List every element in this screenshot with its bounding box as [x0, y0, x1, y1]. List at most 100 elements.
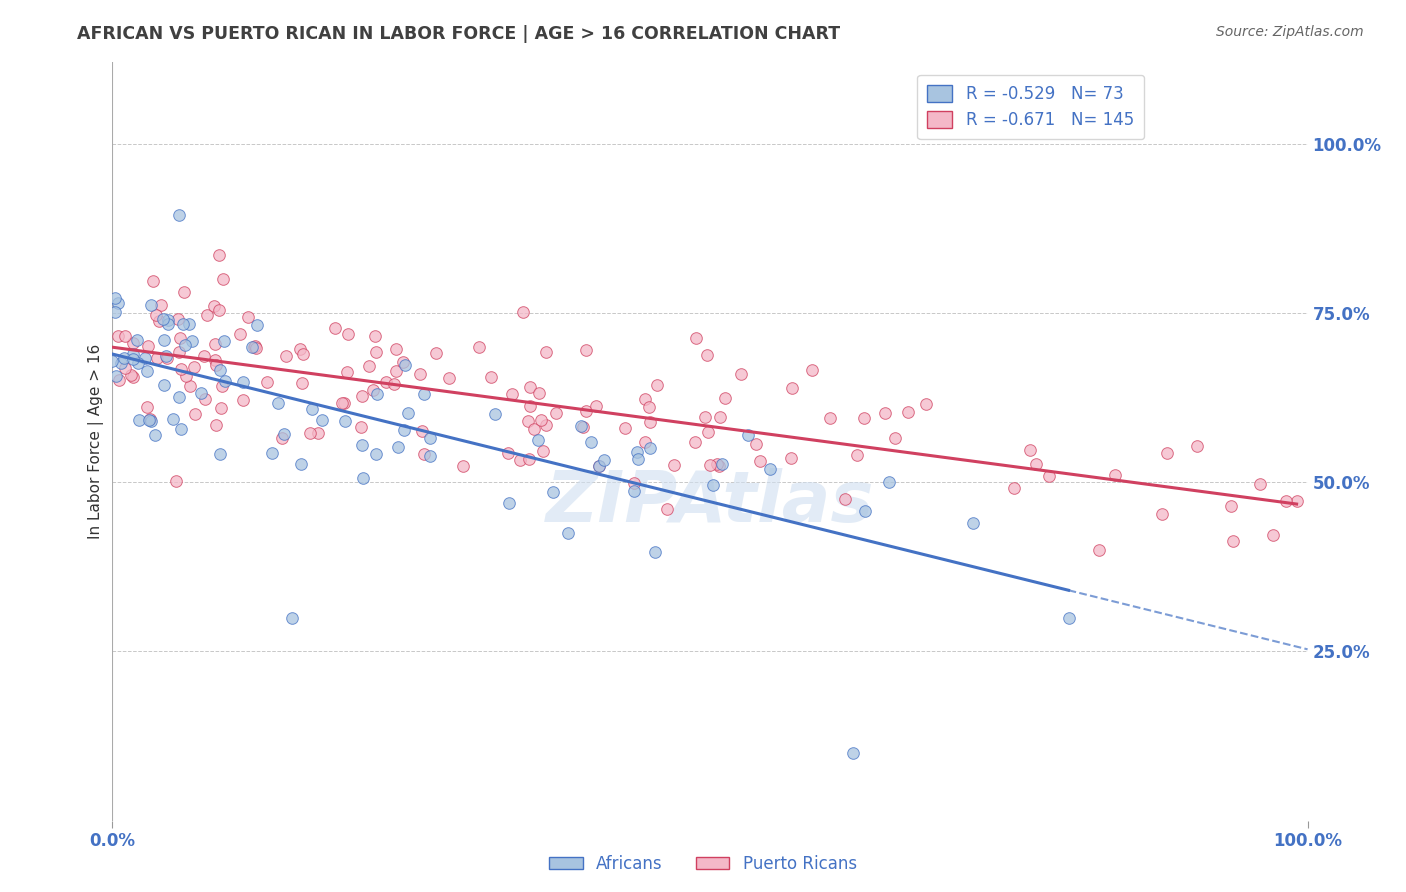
Point — [145, 308, 167, 322]
Point — [541, 485, 564, 500]
Point — [519, 399, 541, 413]
Point — [366, 447, 388, 461]
Point — [172, 317, 194, 331]
Point — [169, 331, 191, 345]
Point — [638, 401, 661, 415]
Point — [391, 355, 413, 369]
Point — [897, 405, 920, 419]
Point — [382, 376, 405, 391]
Point — [104, 291, 127, 305]
Point — [640, 442, 662, 456]
Point — [748, 454, 770, 468]
Point — [873, 407, 896, 421]
Point — [699, 458, 721, 472]
Point — [634, 434, 657, 449]
Point — [579, 434, 602, 449]
Point — [170, 362, 193, 376]
Point — [107, 296, 129, 310]
Point — [517, 414, 540, 428]
Point — [914, 397, 936, 411]
Point — [301, 402, 323, 417]
Point — [209, 401, 232, 415]
Point — [396, 406, 419, 420]
Point — [655, 502, 678, 516]
Point — [394, 423, 416, 437]
Point — [707, 459, 730, 474]
Point — [408, 367, 430, 381]
Point — [569, 418, 592, 433]
Point — [170, 422, 193, 436]
Point — [243, 340, 266, 354]
Point — [208, 303, 231, 318]
Point — [638, 415, 661, 429]
Point — [212, 334, 235, 349]
Point — [683, 435, 706, 450]
Point — [208, 248, 231, 262]
Point — [501, 387, 523, 401]
Point — [527, 433, 550, 447]
Point — [114, 329, 136, 343]
Point — [479, 370, 502, 384]
Point — [214, 374, 236, 388]
Point — [696, 348, 718, 362]
Point — [153, 333, 176, 347]
Point — [291, 376, 314, 390]
Point — [737, 428, 759, 442]
Point — [232, 393, 254, 408]
Point — [336, 326, 359, 341]
Point — [484, 408, 506, 422]
Point — [1150, 508, 1173, 522]
Point — [1104, 467, 1126, 482]
Point — [852, 411, 875, 425]
Point — [232, 375, 254, 389]
Point — [162, 412, 184, 426]
Point — [509, 453, 531, 467]
Point — [204, 352, 226, 367]
Point — [108, 373, 131, 387]
Point — [107, 328, 129, 343]
Point — [730, 367, 752, 381]
Point — [236, 310, 259, 324]
Point — [644, 545, 666, 559]
Point — [645, 378, 668, 392]
Point — [574, 343, 596, 357]
Point — [125, 333, 148, 347]
Point — [352, 471, 374, 485]
Point — [361, 383, 384, 397]
Point — [1249, 476, 1271, 491]
Point — [156, 313, 179, 327]
Point — [202, 299, 225, 313]
Point — [167, 312, 190, 326]
Point — [288, 342, 311, 356]
Point — [114, 361, 136, 376]
Point — [121, 370, 143, 384]
Point — [332, 395, 354, 409]
Point — [291, 346, 314, 360]
Text: Source: ZipAtlas.com: Source: ZipAtlas.com — [1216, 25, 1364, 39]
Legend: Africans, Puerto Ricans: Africans, Puerto Ricans — [543, 848, 863, 880]
Point — [246, 318, 269, 333]
Legend: R = -0.529   N= 73, R = -0.671   N= 145: R = -0.529 N= 73, R = -0.671 N= 145 — [917, 75, 1144, 139]
Point — [1038, 468, 1060, 483]
Point — [174, 368, 197, 383]
Point — [155, 351, 177, 366]
Point — [136, 401, 159, 415]
Point — [179, 379, 201, 393]
Point — [333, 414, 356, 428]
Point — [148, 314, 170, 328]
Point — [693, 410, 716, 425]
Text: ZIPAtlas: ZIPAtlas — [546, 467, 875, 537]
Point — [623, 476, 645, 491]
Point — [800, 363, 823, 377]
Point — [517, 452, 540, 467]
Point — [209, 363, 232, 377]
Point — [101, 353, 124, 368]
Point — [413, 447, 436, 461]
Point — [311, 413, 333, 427]
Point — [266, 395, 288, 409]
Point — [184, 407, 207, 421]
Y-axis label: In Labor Force | Age > 16: In Labor Force | Age > 16 — [89, 344, 104, 539]
Point — [523, 421, 546, 435]
Point — [544, 406, 567, 420]
Point — [281, 610, 304, 624]
